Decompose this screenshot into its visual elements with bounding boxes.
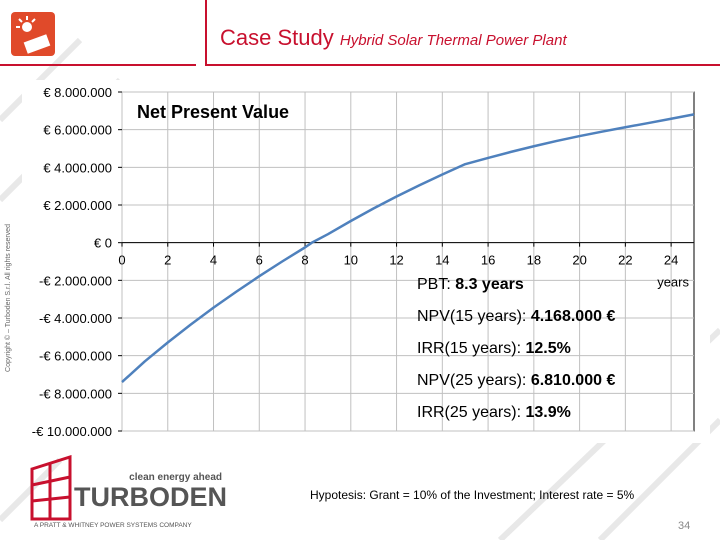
y-tick-label: -€ 8.000.000	[39, 386, 112, 401]
stat-value: 13.9%	[525, 404, 571, 421]
footer-tagline: clean energy ahead	[129, 472, 222, 483]
header-rule-vertical	[205, 0, 207, 66]
turboden-logo: clean energy ahead TURBODEN A PRATT & WH…	[30, 455, 227, 529]
y-tick-label: -€ 2.000.000	[39, 273, 112, 288]
stat-line: IRR(25 years): 13.9%	[417, 404, 571, 422]
y-tick-label: € 4.000.000	[43, 160, 112, 175]
stat-line: IRR(15 years): 12.5%	[417, 340, 571, 358]
x-tick-label: 12	[389, 253, 403, 268]
hypothesis-note: Hypotesis: Grant = 10% of the Investment…	[310, 488, 635, 502]
page-title: Case Study Hybrid Solar Thermal Power Pl…	[220, 25, 567, 51]
stat-line: NPV(25 years): 6.810.000 €	[417, 372, 615, 390]
copyright-text: Copyright © – Turboden S.r.l. All rights…	[5, 224, 12, 372]
y-tick-label: € 6.000.000	[43, 123, 112, 138]
chart-svg: € 8.000.000 € 6.000.000 € 4.000.000 € 2.000…	[32, 85, 695, 439]
y-tick-label: -€ 10.000.000	[32, 424, 112, 439]
y-tick-label: € 0	[94, 236, 112, 251]
y-tick-label: -€ 4.000.000	[39, 311, 112, 326]
stat-value: 8.3 years	[455, 276, 524, 293]
stat-value: 6.810.000 €	[530, 372, 616, 389]
stat-label: NPV(25 years):	[417, 372, 531, 389]
stat-value: 12.5%	[525, 340, 571, 357]
x-tick-label: 16	[481, 253, 495, 268]
x-tick-label: 4	[210, 253, 217, 268]
y-tick-label: € 8.000.000	[43, 85, 112, 100]
x-tick-label: 14	[435, 253, 449, 268]
solar-logo	[11, 12, 55, 56]
stat-label: IRR(25 years):	[417, 404, 526, 421]
x-tick-label: 2	[164, 253, 171, 268]
footer-company-line: A PRATT & WHITNEY POWER SYSTEMS COMPANY	[34, 522, 192, 529]
stat-label: IRR(15 years):	[417, 340, 526, 357]
solar-sun-icon	[16, 16, 51, 54]
x-tick-label: 8	[301, 253, 308, 268]
footer-brand: TURBODEN	[74, 482, 227, 512]
x-tick-label: 18	[527, 253, 541, 268]
y-tick-label: -€ 6.000.000	[39, 349, 112, 364]
page-subtitle: Hybrid Solar Thermal Power Plant	[339, 32, 567, 49]
x-tick-label: 22	[618, 253, 632, 268]
chart-title: Net Present Value	[137, 102, 289, 122]
x-tick-label: 6	[256, 253, 263, 268]
stat-value: 4.168.000 €	[530, 308, 616, 325]
x-axis-label: years	[657, 275, 689, 290]
stat-line: PBT: 8.3 years	[417, 276, 524, 294]
header-rule-top	[0, 64, 196, 66]
npv-series-line	[121, 113, 695, 383]
stat-label: NPV(15 years):	[417, 308, 531, 325]
y-tick-label: € 2.000.000	[43, 198, 112, 213]
x-tick-label: 20	[572, 253, 586, 268]
header-rule-bottom	[205, 64, 720, 66]
x-tick-label: 10	[344, 253, 358, 268]
x-tick-label: 0	[118, 253, 125, 268]
stat-line: NPV(15 years): 4.168.000 €	[417, 308, 615, 326]
npv-chart: € 8.000.000 € 6.000.000 € 4.000.000 € 2.000…	[22, 80, 710, 443]
x-tick-label: 24	[664, 253, 678, 268]
page-title-main: Case Study	[220, 25, 334, 50]
page-number: 34	[678, 520, 691, 532]
stat-label: PBT:	[417, 276, 456, 293]
turboden-emblem-icon	[30, 455, 72, 521]
